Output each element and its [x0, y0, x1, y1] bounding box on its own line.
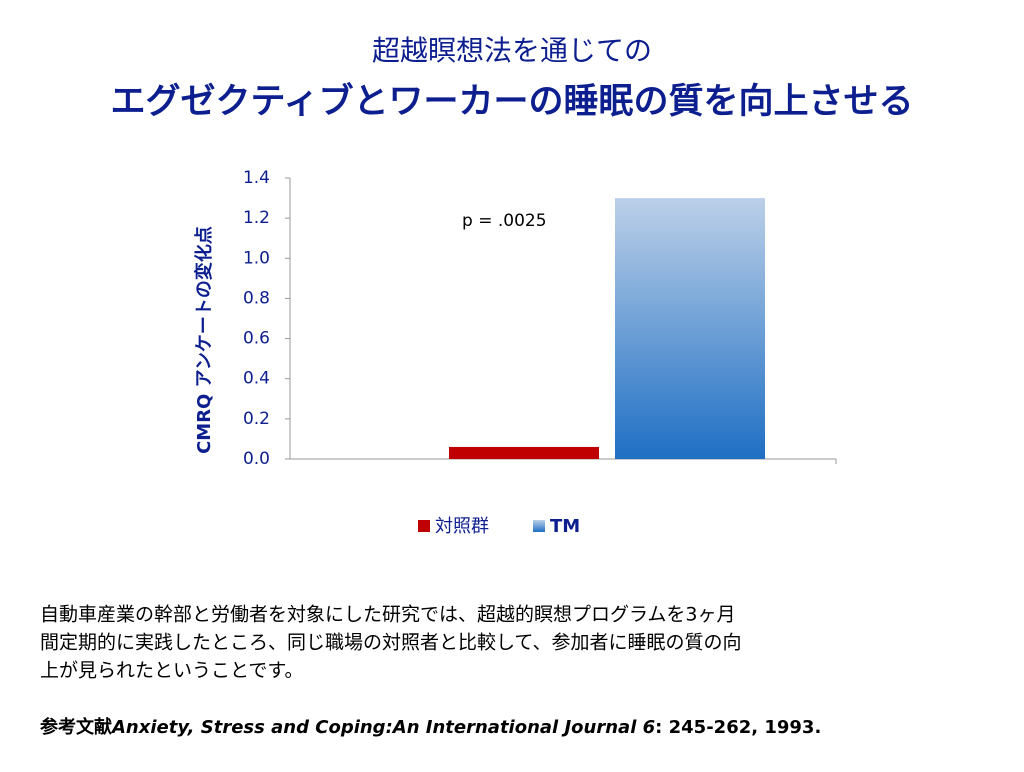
y-tick-label: 0.0: [243, 449, 270, 469]
y-axis-label: CMRQ アンケートの変化点: [193, 226, 215, 454]
reference-label: 参考文献: [40, 716, 112, 738]
y-tick-label: 0.8: [243, 288, 270, 308]
legend-label: 対照群: [435, 516, 489, 537]
body-line: 間定期的に実践したところ、同じ職場の対照者と比較して、参加者に睡眠の質の向: [40, 632, 741, 654]
legend-swatch: [533, 520, 545, 532]
y-tick-label: 1.2: [243, 208, 270, 228]
y-tick-label: 0.4: [243, 369, 270, 389]
bar: [615, 198, 765, 460]
y-tick-label: 0.6: [243, 329, 270, 349]
reference-citation: : 245-262, 1993.: [655, 717, 821, 738]
annotation: p = .0025: [462, 211, 547, 231]
y-tick-label: 1.4: [243, 168, 270, 188]
body-text: 自動車産業の幹部と労働者を対象にした研究では、超越的瞑想プログラムを3ヶ月間定期…: [40, 604, 741, 682]
legend-swatch: [418, 520, 430, 532]
title-line2: エグゼクティブとワーカーの睡眠の質を向上させる: [111, 81, 914, 122]
body-line: 自動車産業の幹部と労働者を対象にした研究では、超越的瞑想プログラムを3ヶ月: [40, 604, 736, 626]
y-tick-label: 0.2: [243, 409, 270, 429]
y-tick-label: 1.0: [243, 248, 270, 268]
reference: 参考文献Anxiety, Stress and Coping:An Intern…: [40, 716, 821, 738]
body-line: 上が見られたということです。: [40, 660, 304, 682]
reference-journal: Anxiety, Stress and Coping:An Internatio…: [110, 717, 655, 738]
legend-label: TM: [550, 516, 580, 537]
title-line1: 超越瞑想法を通じての: [372, 34, 652, 67]
bar: [449, 446, 599, 459]
